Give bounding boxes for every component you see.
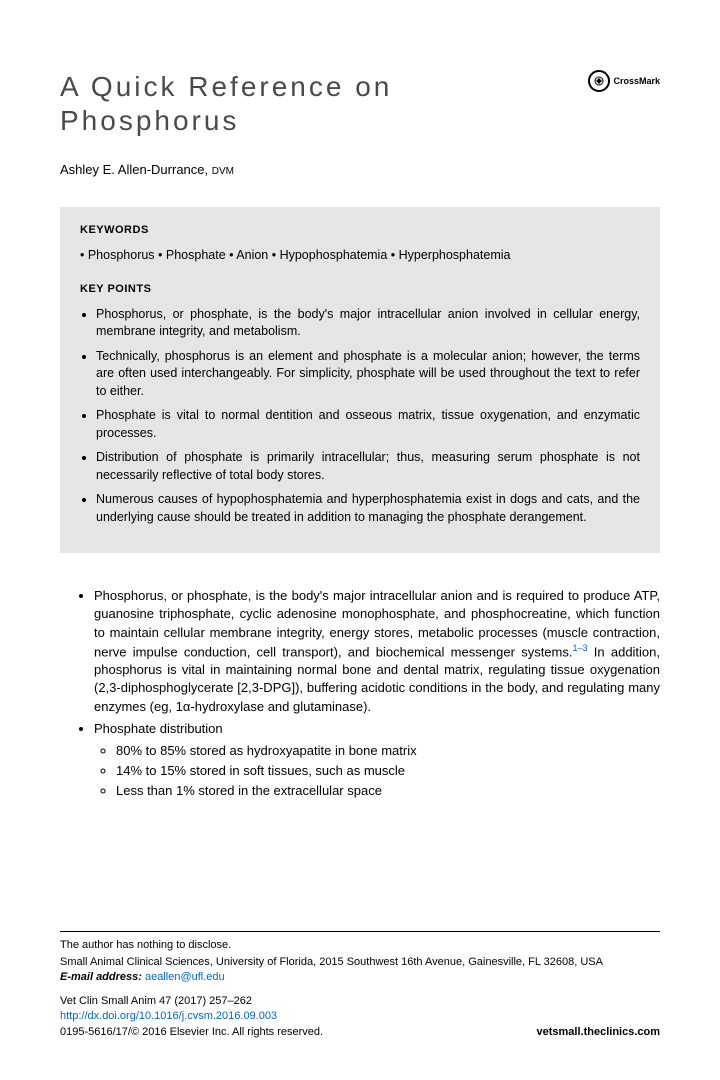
title-line-1: A Quick Reference on (60, 71, 392, 102)
issn-copyright: 0195-5616/17/© 2016 Elsevier Inc. All ri… (60, 1025, 323, 1040)
keypoint-item: Phosphorus, or phosphate, is the body's … (96, 306, 640, 341)
citation-ref[interactable]: 1–3 (572, 643, 587, 653)
page-footer: The author has nothing to disclose. Smal… (60, 931, 660, 1040)
disclosure: The author has nothing to disclose. (60, 938, 660, 953)
crossmark-icon (588, 70, 610, 92)
author-line: Ashley E. Allen-Durrance, DVM (60, 161, 660, 179)
affiliation: Small Animal Clinical Sciences, Universi… (60, 955, 660, 970)
body-item: Phosphorus, or phosphate, is the body's … (94, 587, 660, 716)
crossmark-label: CrossMark (613, 75, 660, 88)
article-title: A Quick Reference on Phosphorus (60, 70, 392, 137)
keywords-list: • Phosphorus • Phosphate • Anion • Hypop… (80, 247, 640, 265)
sub-item: 14% to 15% stored in soft tissues, such … (116, 762, 660, 780)
distribution-sublist: 80% to 85% stored as hydroxyapatite in b… (94, 742, 660, 801)
doi-link[interactable]: http://dx.doi.org/10.1016/j.cvsm.2016.09… (60, 1010, 277, 1022)
crossmark-badge[interactable]: CrossMark (588, 70, 660, 92)
body-text: Phosphate distribution (94, 721, 223, 736)
email-link[interactable]: aeallen@ufl.edu (145, 971, 225, 983)
body-list: Phosphorus, or phosphate, is the body's … (60, 587, 660, 800)
keypoint-item: Technically, phosphorus is an element an… (96, 348, 640, 401)
email-label: E-mail address: (60, 971, 145, 983)
footer-rule (60, 931, 660, 932)
keypoint-item: Phosphate is vital to normal dentition a… (96, 407, 640, 442)
abstract-box: KEYWORDS • Phosphorus • Phosphate • Anio… (60, 207, 660, 553)
sub-item: 80% to 85% stored as hydroxyapatite in b… (116, 742, 660, 760)
keywords-heading: KEYWORDS (80, 223, 640, 238)
keypoint-item: Numerous causes of hypophosphatemia and … (96, 491, 640, 526)
body-item: Phosphate distribution 80% to 85% stored… (94, 720, 660, 801)
journal-site[interactable]: vetsmall.theclinics.com (537, 1025, 661, 1040)
journal-cite: Vet Clin Small Anim 47 (2017) 257–262 (60, 994, 323, 1009)
author-name: Ashley E. Allen-Durrance, (60, 162, 212, 177)
keypoint-item: Distribution of phosphate is primarily i… (96, 449, 640, 484)
sub-item: Less than 1% stored in the extracellular… (116, 782, 660, 800)
author-credentials: DVM (212, 166, 234, 177)
title-line-2: Phosphorus (60, 105, 239, 136)
keypoints-heading: KEY POINTS (80, 282, 640, 297)
keypoints-list: Phosphorus, or phosphate, is the body's … (80, 306, 640, 527)
